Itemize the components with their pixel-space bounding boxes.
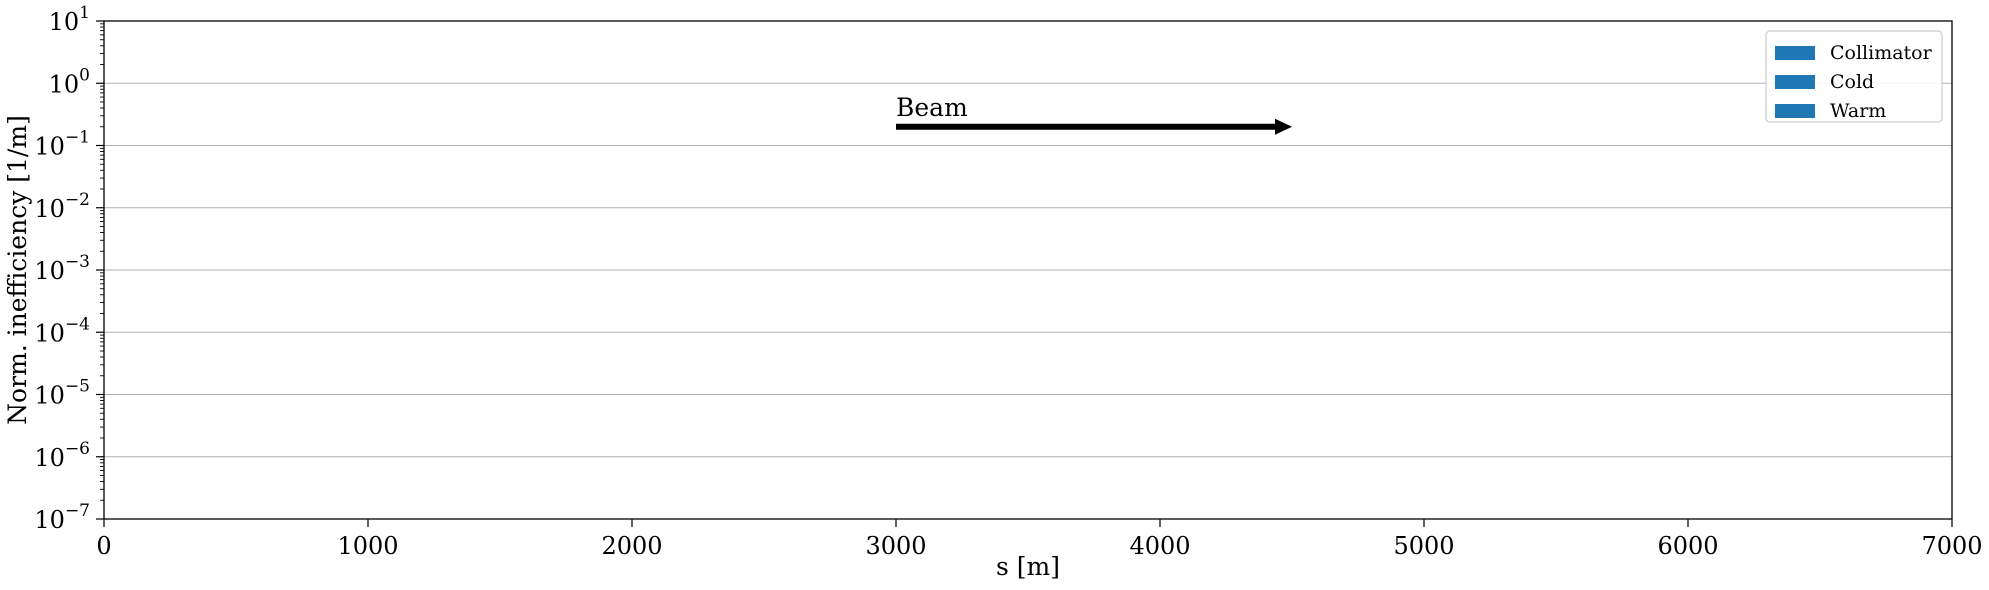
x-axis-label: s [m] (996, 552, 1060, 581)
y-axis-ticks: 10−7 10−6 10−5 10−4 10−3 10−2 10−1 100 101 (34, 3, 104, 534)
beam-label: Beam (896, 93, 968, 122)
y-axis-label: Norm. inefficiency [1/m] (3, 115, 32, 425)
legend-entry-collimator: Collimator (1775, 42, 1933, 64)
y-tick-label: 100 (49, 65, 90, 98)
legend-swatch (1775, 46, 1815, 60)
y-tick-label: 10−7 (34, 501, 90, 534)
y-tick-label: 10−1 (34, 128, 90, 161)
x-tick-label: 3000 (865, 532, 926, 560)
grid-lines (104, 82, 1952, 458)
y-tick-label: 10−4 (34, 314, 90, 347)
x-tick-label: 7000 (1921, 532, 1982, 560)
beam-arrow-head (1275, 118, 1292, 135)
x-tick-label: 0 (96, 532, 111, 560)
x-tick-label: 4000 (1129, 532, 1190, 560)
y-tick-label: 10−3 (34, 252, 90, 285)
y-tick-label: 101 (49, 3, 90, 36)
x-axis-ticks: 0 1000 2000 3000 4000 5000 6000 7000 (96, 519, 1983, 560)
legend: Collimator Cold Warm (1765, 30, 1943, 123)
y-tick-label: 10−5 (34, 377, 90, 410)
x-tick-label: 6000 (1657, 532, 1718, 560)
legend-entry-cold: Cold (1775, 71, 1874, 93)
x-tick-label: 1000 (337, 532, 398, 560)
legend-label: Warm (1830, 100, 1886, 122)
beam-annotation: Beam (896, 93, 1292, 135)
legend-swatch (1775, 104, 1815, 118)
y-tick-label: 10−2 (34, 190, 90, 223)
legend-entry-warm: Warm (1775, 100, 1886, 122)
legend-label: Collimator (1830, 42, 1933, 64)
legend-label: Cold (1830, 71, 1874, 93)
y-tick-label: 10−6 (34, 439, 90, 472)
x-tick-label: 2000 (601, 532, 662, 560)
legend-swatch (1775, 75, 1815, 89)
x-tick-label: 5000 (1393, 532, 1454, 560)
